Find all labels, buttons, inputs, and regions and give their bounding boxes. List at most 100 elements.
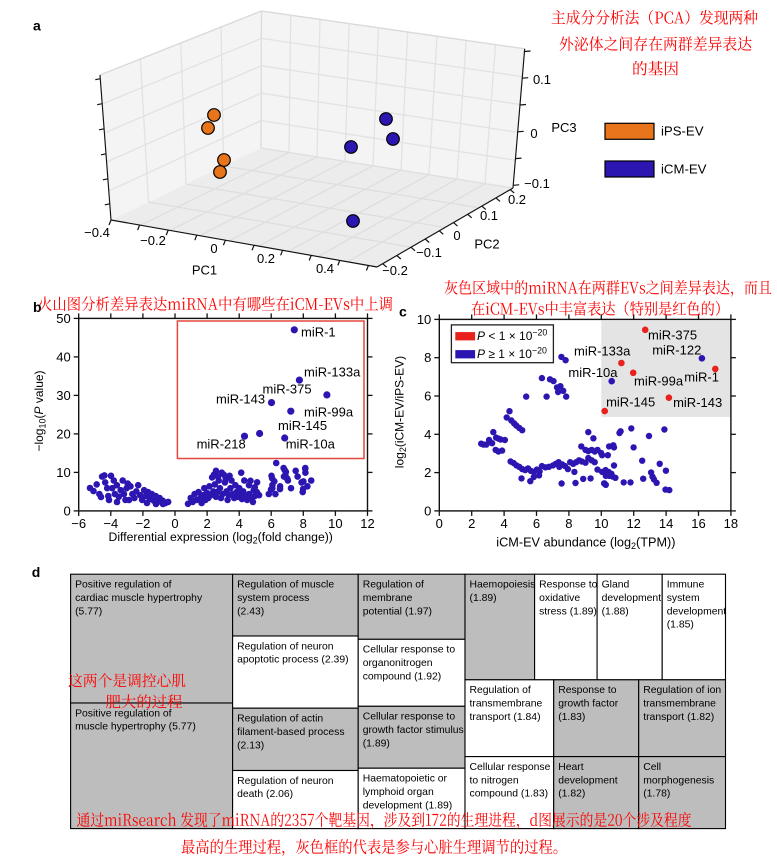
svg-text:Cellular response to: Cellular response to: [363, 645, 456, 656]
svg-text:death (2.06): death (2.06): [237, 789, 293, 800]
svg-text:−0.1: −0.1: [524, 176, 550, 191]
svg-text:−0.2: −0.2: [140, 233, 166, 248]
svg-text:10: 10: [56, 465, 70, 480]
svg-text:miR-145: miR-145: [606, 395, 655, 410]
svg-text:−0.2: −0.2: [382, 263, 408, 278]
svg-text:0: 0: [63, 503, 70, 518]
svg-text:Regulation of actin: Regulation of actin: [237, 714, 323, 725]
svg-text:(5.77): (5.77): [75, 606, 102, 617]
svg-text:log2(iCM-EV/iPS-EV): log2(iCM-EV/iPS-EV): [393, 356, 409, 468]
svg-text:8: 8: [300, 516, 307, 531]
svg-text:Regulation of: Regulation of: [363, 580, 424, 591]
svg-text:Cell: Cell: [643, 762, 661, 773]
svg-text:miR-122: miR-122: [652, 343, 701, 358]
svg-text:(1.78): (1.78): [643, 789, 670, 800]
svg-text:Haemopoiesis: Haemopoiesis: [470, 580, 536, 591]
svg-text:−2: −2: [135, 516, 150, 531]
svg-text:8: 8: [424, 350, 431, 365]
svg-text:8: 8: [565, 516, 572, 531]
svg-text:0.2: 0.2: [508, 192, 526, 207]
svg-text:6: 6: [424, 389, 431, 404]
svg-text:Gland: Gland: [602, 580, 630, 591]
svg-text:14: 14: [659, 516, 673, 531]
svg-text:Regulation of neuron: Regulation of neuron: [237, 776, 334, 787]
svg-text:16: 16: [691, 516, 705, 531]
svg-text:0: 0: [530, 126, 537, 141]
svg-text:development: development: [667, 606, 727, 617]
svg-text:system process: system process: [237, 593, 309, 604]
svg-text:miR-133a: miR-133a: [304, 365, 361, 380]
svg-text:d: d: [32, 564, 41, 580]
svg-text:oxidative: oxidative: [539, 593, 580, 604]
svg-text:transport (1.82): transport (1.82): [643, 712, 714, 723]
svg-text:(2.13): (2.13): [237, 740, 264, 751]
svg-text:Regulation of ion: Regulation of ion: [643, 685, 721, 696]
svg-text:apoptotic process (2.39): apoptotic process (2.39): [237, 655, 348, 666]
svg-text:miR-99a: miR-99a: [634, 374, 684, 389]
svg-text:Cellular response to: Cellular response to: [363, 712, 456, 723]
svg-text:iPS-EV: iPS-EV: [661, 124, 704, 139]
svg-text:morphogenesis: morphogenesis: [643, 775, 714, 786]
svg-text:20: 20: [56, 426, 70, 441]
svg-text:Differential expression (log2(: Differential expression (log2(fold chang…: [109, 530, 333, 546]
svg-text:compound (1.92): compound (1.92): [363, 671, 442, 682]
svg-text:PC1: PC1: [192, 263, 217, 278]
svg-text:(2.43): (2.43): [237, 606, 264, 617]
svg-text:system: system: [667, 593, 700, 604]
svg-text:4: 4: [236, 516, 243, 531]
svg-text:30: 30: [56, 388, 70, 403]
svg-text:Cellular response: Cellular response: [470, 762, 551, 773]
svg-text:4: 4: [424, 427, 431, 442]
svg-text:to nitrogen: to nitrogen: [470, 775, 519, 786]
svg-text:0: 0: [171, 516, 178, 531]
svg-text:miR-218: miR-218: [197, 437, 246, 452]
svg-text:0: 0: [453, 228, 460, 243]
svg-text:12: 12: [360, 516, 374, 531]
svg-text:6: 6: [533, 516, 540, 531]
svg-text:miR-1: miR-1: [684, 370, 719, 385]
svg-text:development: development: [602, 593, 662, 604]
svg-text:miR-99a: miR-99a: [304, 405, 354, 420]
svg-text:organonitrogen: organonitrogen: [363, 658, 433, 669]
svg-text:potential (1.97): potential (1.97): [363, 606, 432, 617]
svg-text:(1.85): (1.85): [667, 620, 694, 631]
svg-text:Regulation of: Regulation of: [470, 685, 531, 696]
svg-text:growth factor stimulus: growth factor stimulus: [363, 725, 464, 736]
svg-text:0.4: 0.4: [316, 261, 334, 276]
svg-text:miR-143: miR-143: [216, 392, 265, 407]
svg-text:Immune: Immune: [667, 580, 705, 591]
svg-text:a: a: [33, 18, 41, 34]
svg-text:10: 10: [328, 516, 342, 531]
svg-text:6: 6: [268, 516, 275, 531]
svg-text:0: 0: [436, 516, 443, 531]
svg-text:2: 2: [424, 465, 431, 480]
svg-text:2: 2: [203, 516, 210, 531]
svg-text:miR-10a: miR-10a: [286, 437, 336, 452]
svg-text:50: 50: [56, 311, 70, 326]
svg-text:0.1: 0.1: [533, 72, 551, 87]
svg-text:Positive regulation of: Positive regulation of: [75, 580, 172, 591]
svg-text:(1.89): (1.89): [363, 738, 390, 749]
svg-text:Regulation of neuron: Regulation of neuron: [237, 641, 334, 652]
svg-text:Regulation of muscle: Regulation of muscle: [237, 580, 334, 591]
svg-text:miR-143: miR-143: [673, 395, 722, 410]
svg-text:10: 10: [417, 312, 431, 327]
svg-text:0: 0: [424, 503, 431, 518]
svg-text:transmembrane: transmembrane: [643, 699, 716, 710]
svg-text:(1.83): (1.83): [558, 712, 585, 723]
svg-text:P < 1 × 10−20: P < 1 × 10−20: [477, 328, 547, 344]
svg-text:miR-375: miR-375: [263, 382, 312, 397]
svg-text:(1.82): (1.82): [558, 789, 585, 800]
svg-text:membrane: membrane: [363, 593, 413, 604]
svg-text:Heart: Heart: [558, 762, 584, 773]
svg-text:Response to: Response to: [558, 685, 617, 696]
svg-text:miR-1: miR-1: [301, 325, 336, 340]
svg-text:b: b: [33, 299, 42, 315]
svg-text:PC3: PC3: [551, 120, 576, 135]
svg-text:(1.89): (1.89): [470, 593, 497, 604]
svg-text:cardiac muscle hypertrophy: cardiac muscle hypertrophy: [75, 593, 203, 604]
svg-text:lymphoid organ: lymphoid organ: [363, 787, 434, 798]
svg-text:miR-10a: miR-10a: [568, 365, 618, 380]
svg-text:muscle hypertrophy (5.77): muscle hypertrophy (5.77): [75, 722, 196, 733]
svg-text:0.2: 0.2: [257, 251, 275, 266]
